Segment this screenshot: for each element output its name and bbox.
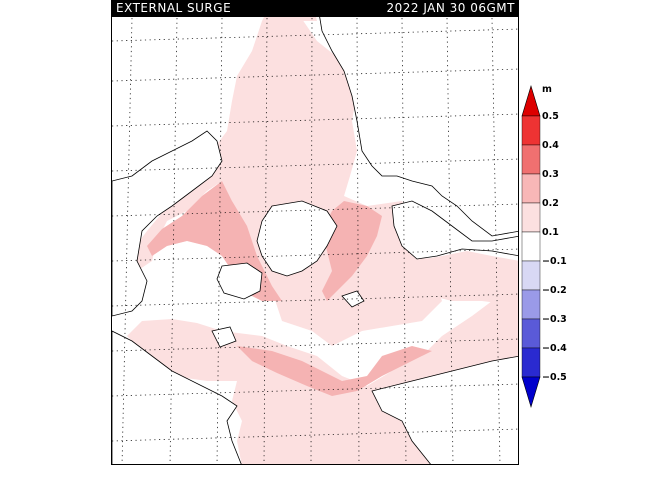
legend-label-m05: −0.5 (542, 372, 567, 383)
legend-unit: m (542, 84, 552, 95)
legend-label-m03: −0.3 (542, 314, 567, 325)
colorbar-swatch-m01 (521, 260, 541, 291)
title-bar: EXTERNAL SURGE 2022 JAN 30 06GMT (111, 0, 519, 17)
colorbar-swatch-04 (521, 115, 541, 146)
colorbar-swatch-01 (521, 202, 541, 233)
land-masses (112, 1, 518, 464)
legend-label-04: 0.4 (542, 140, 559, 151)
legend-label-01: 0.1 (542, 227, 559, 238)
colorbar-bottom-arrow (521, 376, 541, 409)
map-panel (111, 0, 519, 465)
legend-label-03: 0.3 (542, 169, 559, 180)
legend-label-m01: −0.1 (542, 256, 567, 267)
colorbar-swatch-02 (521, 173, 541, 204)
legend-label-02: 0.2 (542, 198, 559, 209)
sweden-south (391, 200, 518, 260)
map-timestamp: 2022 JAN 30 06GMT (386, 1, 515, 15)
colorbar-swatch-m02 (521, 289, 541, 320)
colorbar-swatch-00 (521, 231, 541, 262)
colorbar-top-arrow (521, 84, 541, 117)
colorbar-legend: m 0.5 0.4 0.3 0.2 0.1 −0.1 −0.2 −0.3 −0.… (520, 84, 600, 414)
legend-label-m02: −0.2 (542, 285, 567, 296)
colorbar-scale (521, 84, 541, 409)
colorbar-swatch-m03 (521, 318, 541, 349)
surge-map (112, 1, 518, 464)
legend-label-05: 0.5 (542, 111, 559, 122)
colorbar-swatch-03 (521, 144, 541, 175)
map-title: EXTERNAL SURGE (116, 1, 232, 15)
legend-label-m04: −0.4 (542, 343, 567, 354)
colorbar-swatch-m04 (521, 347, 541, 378)
